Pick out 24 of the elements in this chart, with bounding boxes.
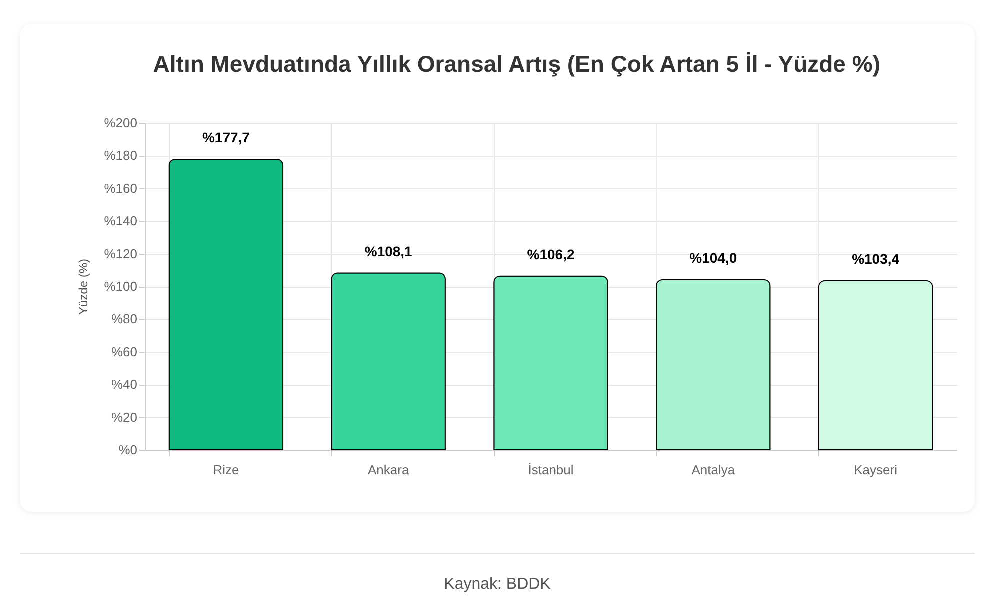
chart-title: Altın Mevduatında Yıllık Oransal Artış (En Çok Artan 5 İl - Yüzde %) [153,51,880,77]
data-label: %106,2 [527,246,575,262]
y-tick-label: %100 [104,279,138,294]
data-label: %104,0 [690,250,738,266]
data-label: %108,1 [364,243,413,260]
x-tick-label: Kayseri [854,462,898,478]
data-label: %177,7 [202,129,250,146]
y-tick-label: %20 [111,410,138,425]
y-tick-label: %40 [111,377,138,392]
y-tick-label: %200 [104,116,138,130]
x-tick-label: Antalya [692,462,736,478]
y-tick-label: %120 [104,246,138,262]
data-label: %103,4 [852,250,900,267]
x-tick-label: Rize [213,462,240,478]
y-tick-label: %0 [118,442,138,458]
y-tick-label: %160 [104,180,138,196]
y-tick-label: %60 [111,344,138,360]
x-tick-label: Ankara [368,462,410,478]
x-tick-label: İstanbul [528,462,574,478]
text: Kaynak: BDDK [20,553,975,594]
y-tick-label: %180 [104,148,138,164]
y-axis-title: Yüzde (%) [76,258,90,316]
y-tick-label: %140 [104,214,138,229]
y-tick-label: %80 [111,312,138,327]
